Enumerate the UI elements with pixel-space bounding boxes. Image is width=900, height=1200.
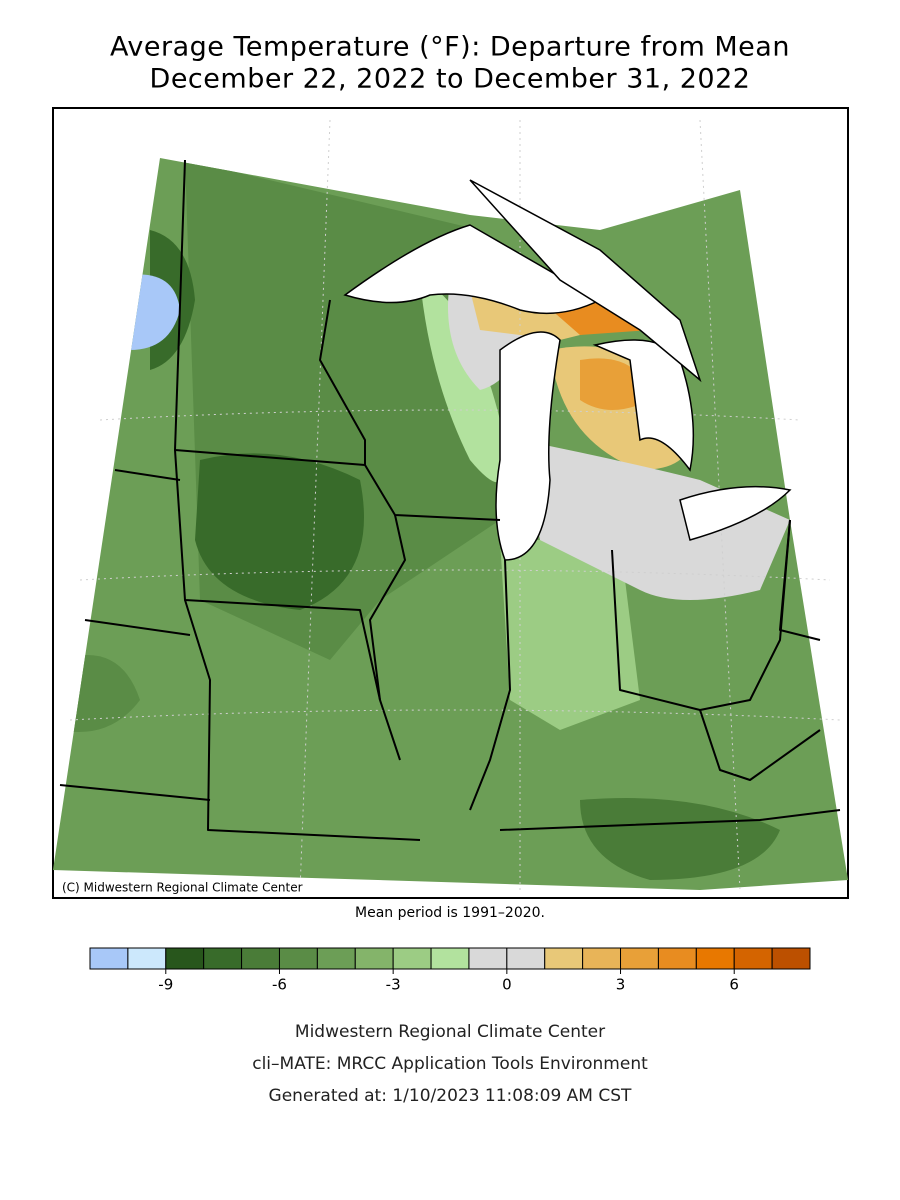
copyright: (C) Midwestern Regional Climate Center	[62, 881, 303, 895]
subtitle: December 22, 2022 to December 31, 2022	[150, 64, 751, 95]
legend-swatch	[203, 947, 243, 970]
legend-swatch	[89, 947, 129, 970]
state-boundaries	[59, 159, 841, 841]
legend-swatch	[657, 947, 697, 970]
legend-swatch	[316, 947, 356, 970]
legend-swatch	[278, 947, 318, 970]
legend-swatch	[127, 947, 167, 970]
color-legend: -9 -6 -3 0 3 6	[89, 947, 811, 994]
legend-swatch	[354, 947, 394, 970]
legend-tick-label: 0	[502, 976, 512, 994]
legend-tick-label: -3	[386, 976, 401, 994]
legend-swatch	[506, 947, 546, 970]
mean-period-note: Mean period is 1991–2020.	[355, 905, 545, 921]
legend-swatch	[771, 947, 811, 970]
legend-swatch	[620, 947, 659, 970]
great-lakes	[343, 179, 792, 561]
legend-swatch	[733, 947, 773, 970]
copyright-box	[56, 879, 338, 897]
legend-swatch	[241, 947, 280, 970]
legend-swatch	[392, 947, 432, 970]
footer: Midwestern Regional Climate Center cli–MA…	[252, 1022, 648, 1106]
legend-tick-label: -9	[158, 976, 173, 994]
legend-swatch	[430, 947, 470, 970]
footer-line: cli–MATE: MRCC Application Tools Environ…	[252, 1054, 648, 1074]
legend-swatch	[468, 947, 508, 970]
footer-line: Midwestern Regional Climate Center	[295, 1022, 605, 1042]
title: Average Temperature (°F): Departure from…	[110, 32, 790, 63]
legend-swatch	[582, 947, 622, 970]
footer-line: Generated at: 1/10/2023 11:08:09 AM CST	[269, 1086, 632, 1106]
map: (C) Midwestern Regional Climate Center	[52, 107, 849, 899]
legend-swatch	[544, 947, 584, 970]
legend-swatch	[695, 947, 735, 970]
legend-swatch	[165, 947, 205, 970]
legend-tick-label: 6	[729, 976, 739, 994]
legend-tick-label: 3	[616, 976, 626, 994]
legend-tick-label: -6	[272, 976, 287, 994]
